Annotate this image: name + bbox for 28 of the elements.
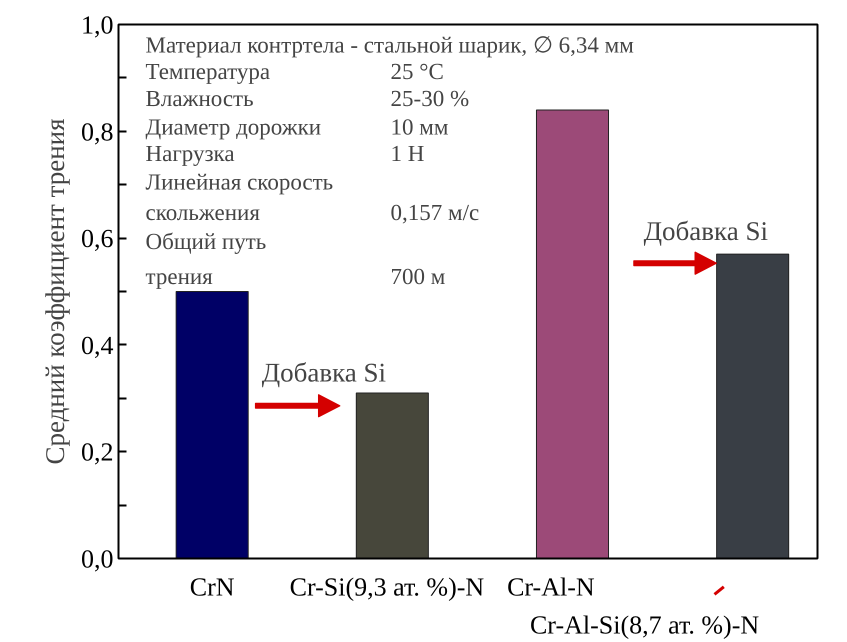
annotation: трения: [146, 264, 214, 290]
annotation: Диаметр дорожки: [146, 114, 322, 140]
y-tick-label: 0,0: [81, 544, 114, 574]
annotation: Линейная скорость: [146, 170, 334, 195]
y-tick-label: 0,8: [81, 117, 114, 146]
annotation: Добавка Si: [262, 358, 386, 388]
annotation: 25-30 %: [390, 86, 470, 112]
annotation: 0,157 м/с: [390, 200, 480, 225]
annotation: 10 мм: [390, 114, 449, 140]
y-axis-title: Средний коэффициент трения: [40, 118, 70, 465]
x-tick-label: CrN: [190, 572, 235, 602]
annotation: Добавка Si: [644, 216, 768, 246]
x-tick-label: Cr-Al-Si(8,7 ат. %)-N: [530, 610, 760, 640]
annotation: 700 м: [390, 264, 446, 290]
annotation: Влажность: [146, 86, 254, 112]
annotation: 25 °C: [390, 58, 444, 84]
y-tick-label: 1,0: [81, 10, 114, 40]
x-tick-label: Cr-Al-N: [507, 572, 595, 602]
annotation: 1 Н: [390, 141, 424, 166]
y-tick-label: 0,4: [81, 330, 114, 360]
annotation: скольжения: [146, 200, 260, 225]
annotation: Температура: [146, 58, 270, 84]
annotation: Материал контртела - стальной шарик, ∅ 6,34 мм: [146, 32, 634, 58]
x-tick-label: Cr-Si(9,3 ат. %)-N: [290, 572, 484, 602]
annotation: Нагрузка: [146, 141, 235, 166]
annotation: Общий путь: [146, 228, 266, 254]
y-tick-label: 0,6: [81, 224, 114, 254]
y-tick-label: 0,2: [81, 438, 114, 467]
